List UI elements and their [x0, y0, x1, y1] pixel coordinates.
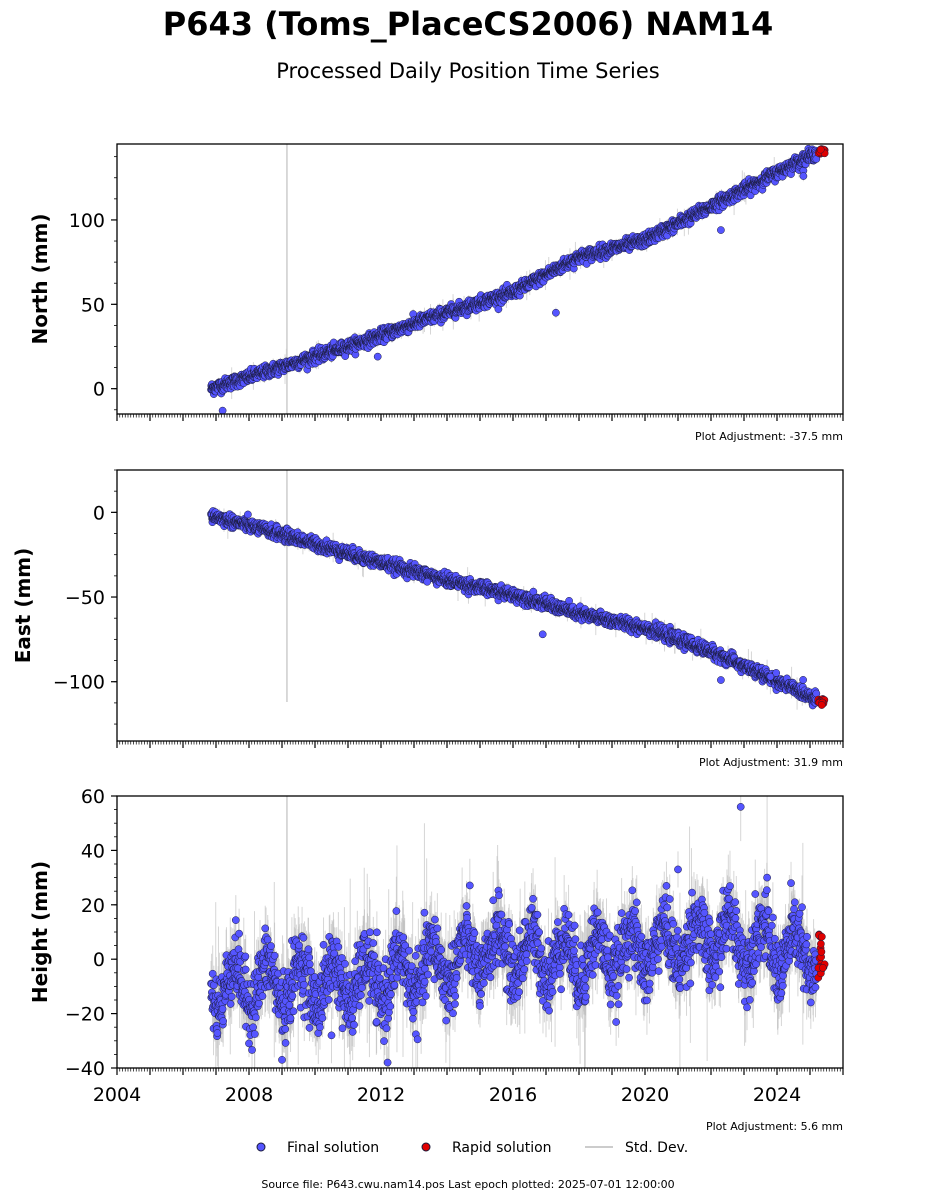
north-ytick-label: 100: [69, 210, 105, 232]
north-panel: 0 50 100 North (mm): [28, 143, 844, 421]
chart-subtitle: Processed Daily Position Time Series: [276, 59, 660, 83]
north-final-point: [494, 305, 503, 314]
north-rapid-point: [816, 145, 825, 154]
north-final-point: [717, 226, 725, 234]
north-ylabel: North (mm): [28, 213, 52, 344]
east-plot-area: [207, 470, 829, 710]
chart-title: P643 (Toms_PlaceCS2006) NAM14: [163, 5, 774, 43]
north-final-point: [373, 352, 382, 361]
north-final-point: [218, 406, 227, 414]
north-plot-area: [207, 144, 829, 414]
north-final-points: [207, 144, 821, 414]
north-final-point: [552, 308, 560, 317]
north-std-dev-lines: [210, 144, 817, 413]
north-final-point: [799, 172, 808, 180]
north-ytick-label: 50: [81, 294, 105, 316]
north-ytick-label: 0: [93, 379, 105, 401]
